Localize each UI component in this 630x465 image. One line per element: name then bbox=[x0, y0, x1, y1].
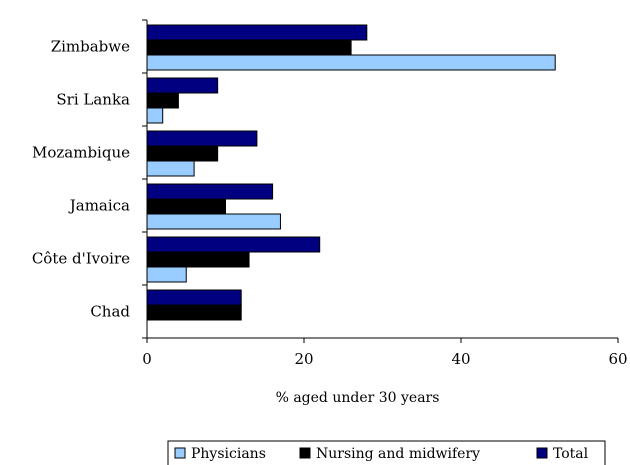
x-tick-label: 60 bbox=[608, 350, 627, 368]
bar-jamaica-physicians bbox=[146, 213, 281, 230]
legend: Physicians Nursing and midwifery Total bbox=[167, 440, 606, 465]
bar-mozambique-total bbox=[146, 130, 258, 147]
bar-mozambique-nursing-and-midwifery bbox=[146, 145, 219, 162]
bar-mozambique-physicians bbox=[146, 160, 195, 177]
bar-zimbabwe-physicians bbox=[146, 54, 556, 71]
legend-label: Total bbox=[553, 446, 589, 462]
axes-layer bbox=[142, 19, 619, 343]
legend-label: Physicians bbox=[191, 446, 266, 462]
legend-box bbox=[167, 440, 606, 465]
x-tick-label: 20 bbox=[294, 350, 313, 368]
bar-chad-total bbox=[146, 289, 242, 306]
bar-jamaica-nursing-and-midwifery bbox=[146, 198, 226, 215]
category-label: Jamaica bbox=[68, 197, 130, 215]
bar-sri-lanka-nursing-and-midwifery bbox=[146, 92, 179, 109]
bar-c-te-d-ivoire-total bbox=[146, 236, 321, 253]
category-label: Côte d'Ivoire bbox=[32, 250, 130, 268]
legend-swatch bbox=[536, 447, 548, 459]
x-tick-label: 40 bbox=[451, 350, 470, 368]
category-label: Sri Lanka bbox=[56, 91, 130, 109]
x-axis-title: % aged under 30 years bbox=[276, 390, 440, 406]
bar-jamaica-total bbox=[146, 183, 274, 200]
bar-c-te-d-ivoire-physicians bbox=[146, 266, 187, 283]
category-label: Zimbabwe bbox=[51, 38, 130, 56]
labels-layer: Zimbabwe Sri Lanka Mozambique Jamaica Côte d… bbox=[32, 38, 628, 369]
bar-c-te-d-ivoire-nursing-and-midwifery bbox=[146, 251, 250, 268]
bar-sri-lanka-physicians bbox=[146, 107, 164, 124]
x-tick-label: 0 bbox=[142, 350, 152, 368]
bar-sri-lanka-total bbox=[146, 77, 219, 94]
bars-layer bbox=[146, 24, 556, 321]
bar-zimbabwe-nursing-and-midwifery bbox=[146, 39, 352, 56]
bar-chad-nursing-and-midwifery bbox=[146, 304, 242, 321]
legend-swatch bbox=[299, 447, 311, 459]
legend-label: Nursing and midwifery bbox=[316, 446, 480, 462]
category-label: Chad bbox=[90, 303, 130, 321]
legend-swatch bbox=[174, 447, 186, 459]
category-label: Mozambique bbox=[32, 144, 130, 162]
bar-zimbabwe-total bbox=[146, 24, 368, 41]
